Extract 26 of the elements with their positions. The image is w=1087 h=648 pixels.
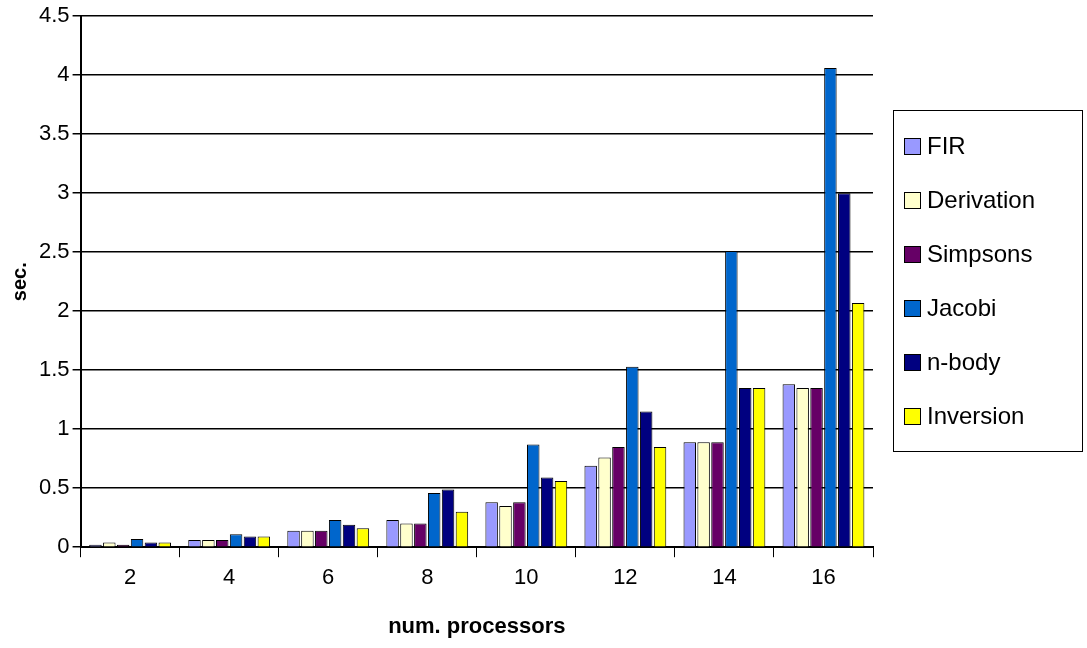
legend-label: Derivation bbox=[927, 186, 1036, 214]
x-tick-label: 12 bbox=[613, 564, 638, 590]
x-tick-label: 10 bbox=[514, 564, 539, 590]
x-tick-label: 2 bbox=[123, 564, 137, 590]
y-tick-label: 0.5 bbox=[38, 474, 70, 500]
y-tick-label: 3.5 bbox=[38, 120, 70, 146]
x-tick-label: 16 bbox=[811, 564, 836, 590]
x-tick-label: 4 bbox=[223, 564, 236, 590]
x-tick-label: 6 bbox=[322, 564, 335, 590]
y-tick-label: 1.5 bbox=[38, 356, 70, 382]
y-tick-label: 4.5 bbox=[38, 2, 70, 28]
y-axis-title: sec. bbox=[7, 262, 30, 302]
y-tick-label: 2.5 bbox=[38, 238, 70, 264]
x-axis-title: num. processors bbox=[388, 612, 566, 638]
legend-label: Inversion bbox=[927, 402, 1025, 430]
x-tick-label: 14 bbox=[712, 564, 737, 590]
y-tick-label: 4 bbox=[57, 61, 70, 87]
y-tick-label: 3 bbox=[57, 179, 70, 205]
legend-label: Simpsons bbox=[927, 240, 1033, 268]
y-tick-label: 1 bbox=[57, 415, 70, 441]
y-tick-label: 2 bbox=[57, 297, 70, 323]
y-tick-label: 0 bbox=[57, 533, 70, 559]
legend-label: n-body bbox=[927, 348, 1001, 376]
x-tick-label: 8 bbox=[421, 564, 434, 590]
legend-label: FIR bbox=[927, 132, 966, 160]
legend-label: Jacobi bbox=[927, 294, 997, 322]
